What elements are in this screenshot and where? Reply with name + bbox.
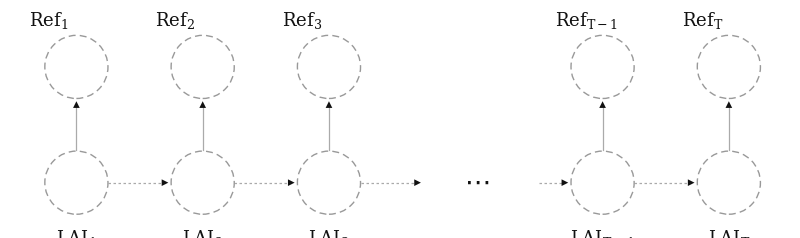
Circle shape (45, 151, 108, 214)
Circle shape (171, 151, 234, 214)
Circle shape (571, 35, 634, 99)
Text: Ref$_{\mathregular{T}}$: Ref$_{\mathregular{T}}$ (682, 10, 722, 31)
Circle shape (298, 35, 361, 99)
Circle shape (571, 151, 634, 214)
Text: Ref$_{\mathregular{T-1}}$: Ref$_{\mathregular{T-1}}$ (555, 10, 618, 31)
Circle shape (298, 151, 361, 214)
Circle shape (45, 35, 108, 99)
Text: $\cdots$: $\cdots$ (464, 170, 489, 196)
Text: LAI$_{\mathregular{3}}$: LAI$_{\mathregular{3}}$ (308, 228, 350, 238)
Circle shape (171, 35, 234, 99)
Text: Ref$_{\mathregular{2}}$: Ref$_{\mathregular{2}}$ (155, 10, 195, 31)
Text: Ref$_{\mathregular{3}}$: Ref$_{\mathregular{3}}$ (282, 10, 322, 31)
Text: Ref$_{\mathregular{1}}$: Ref$_{\mathregular{1}}$ (29, 10, 68, 31)
Text: LAI$_{\mathregular{2}}$: LAI$_{\mathregular{2}}$ (182, 228, 223, 238)
Text: LAI$_{\mathregular{T-1}}$: LAI$_{\mathregular{T-1}}$ (570, 228, 634, 238)
Text: LAI$_{\mathregular{1}}$: LAI$_{\mathregular{1}}$ (56, 228, 97, 238)
Text: LAI$_{\mathregular{T}}$: LAI$_{\mathregular{T}}$ (708, 228, 750, 238)
Circle shape (698, 151, 761, 214)
Circle shape (698, 35, 761, 99)
